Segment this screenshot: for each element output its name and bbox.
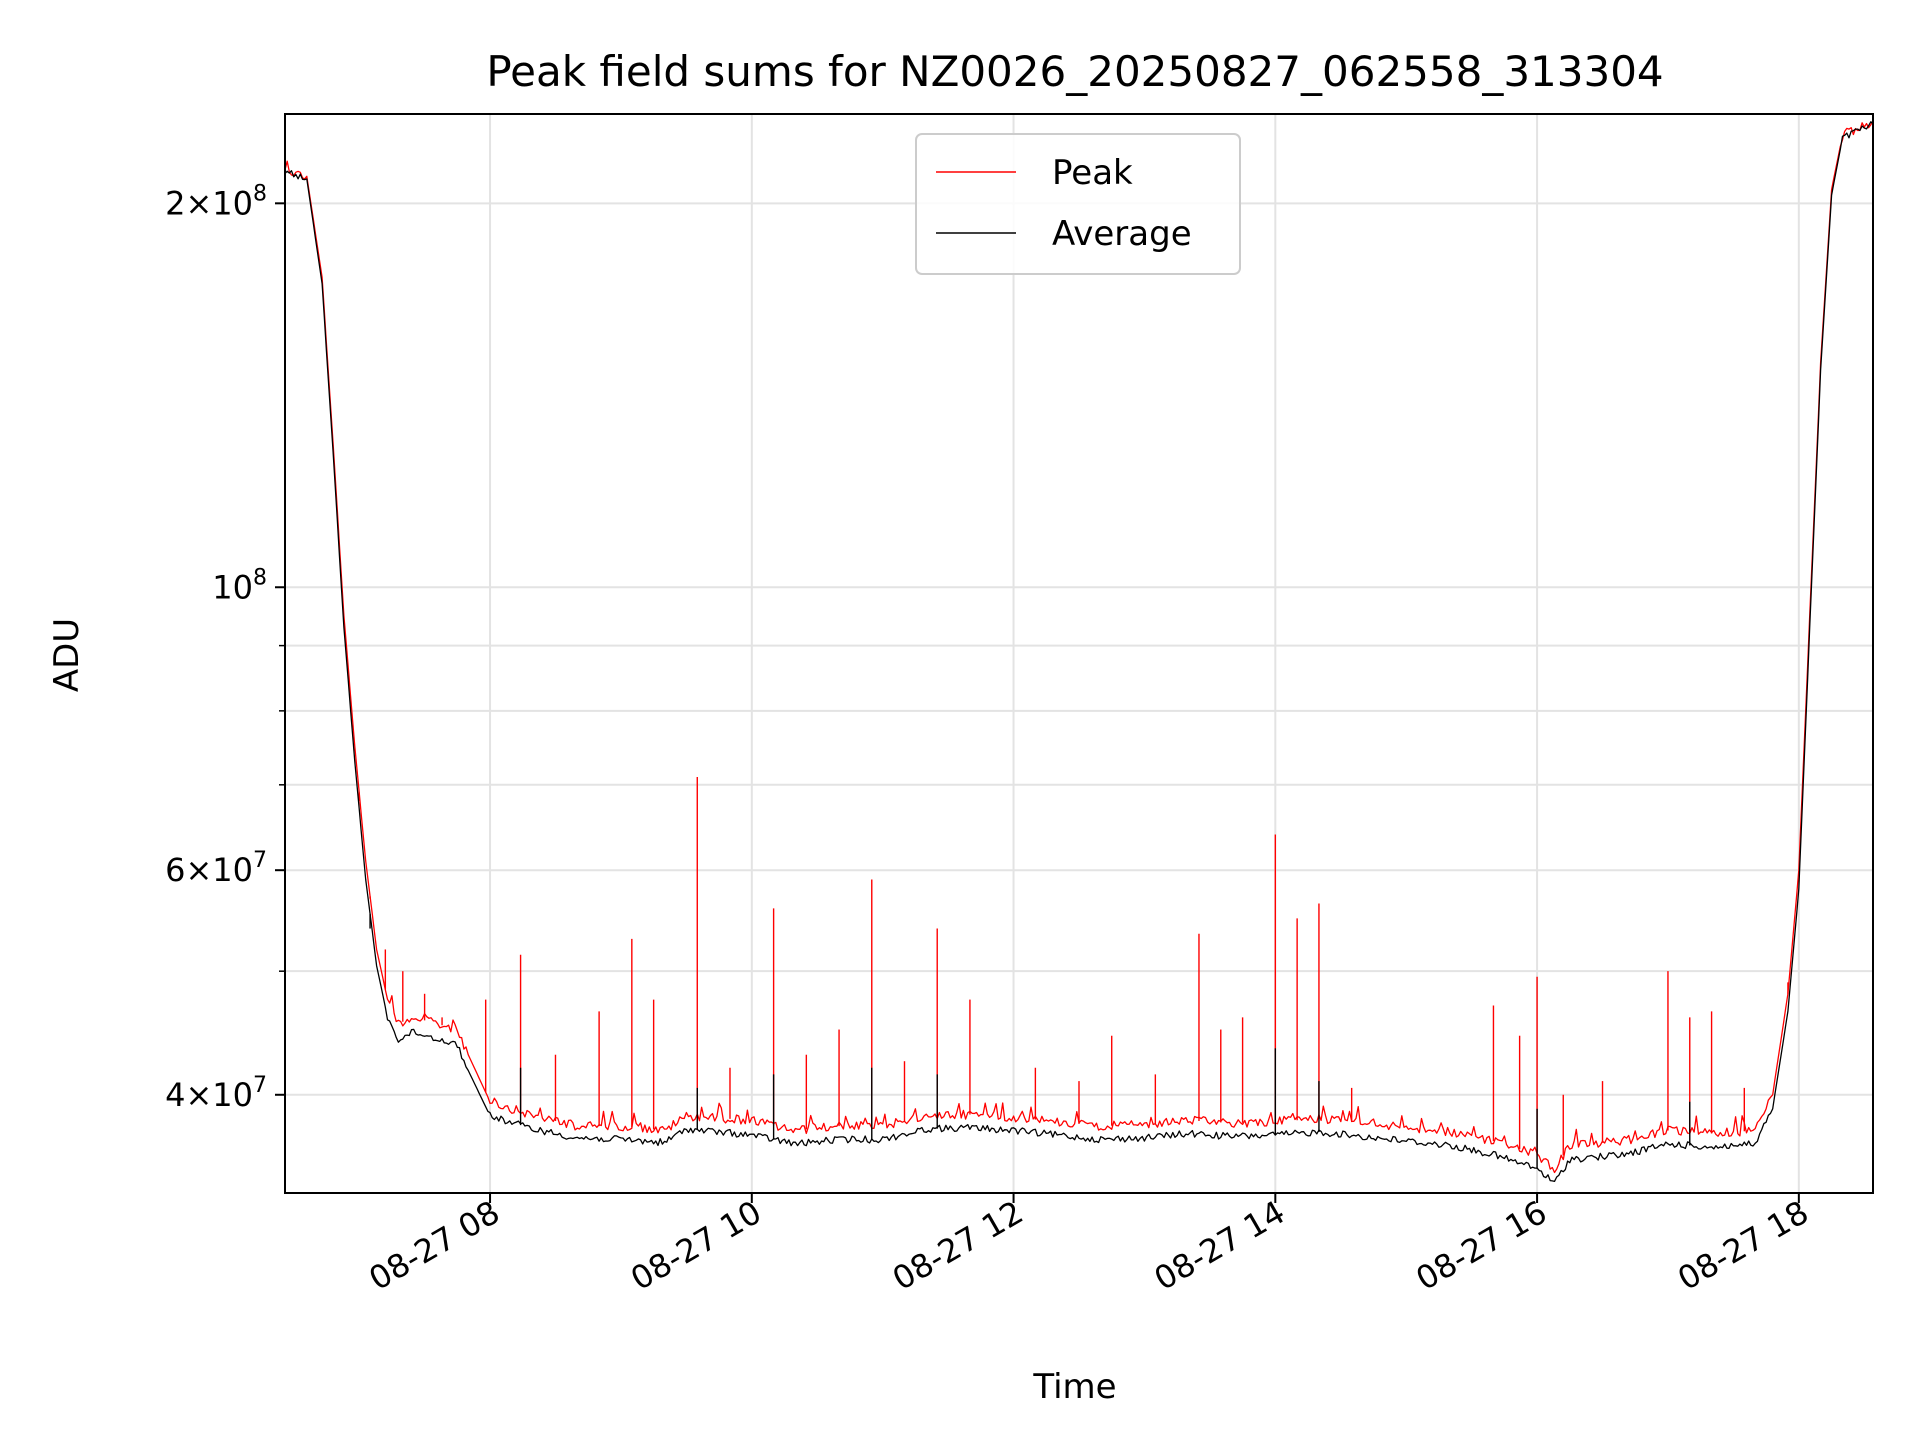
legend-average-label: Average [1052,214,1192,254]
plot-frame [284,113,1874,1194]
legend-box [915,133,1241,275]
legend-peak-label: Peak [1052,153,1133,193]
y-tick-label: 6×107 [165,848,267,889]
y-axis-label: ADU [47,618,87,692]
series-line-average [285,121,1873,1183]
x-axis-label: Time [1032,1367,1116,1407]
y-tick-label: 2×108 [165,181,267,222]
series-layer [285,120,1873,1183]
chart-title: Peak field sums for NZ0026_20250827_0625… [486,47,1663,96]
y-tick-label: 4×107 [165,1073,267,1114]
y-tick-label: 108 [212,565,267,606]
legend: Peak Average [915,133,1241,275]
